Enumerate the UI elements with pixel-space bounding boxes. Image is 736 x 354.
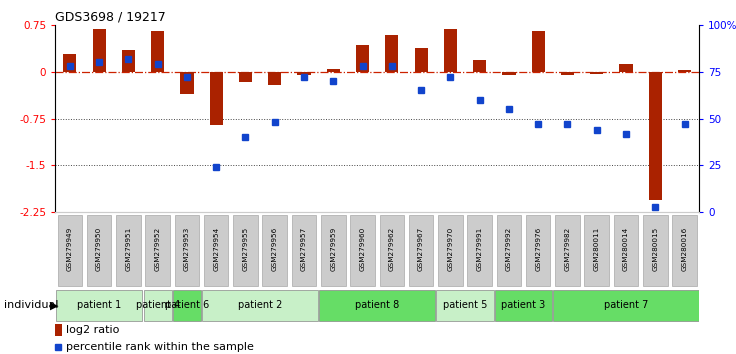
Text: GSM279960: GSM279960 [360,227,366,271]
Bar [116,215,141,286]
Bar [145,215,170,286]
Bar [614,215,638,286]
Bar [648,72,662,200]
Bar [531,31,545,72]
Bar [174,215,199,286]
Bar [444,29,457,72]
Text: individual: individual [4,300,58,310]
Bar [87,215,111,286]
Text: GSM279955: GSM279955 [242,227,249,271]
Bar [151,31,164,72]
Text: log2 ratio: log2 ratio [66,325,119,336]
Bar [291,215,316,286]
Bar [180,72,194,93]
Bar [672,215,697,286]
Bar [467,215,492,286]
Text: GSM279950: GSM279950 [96,227,102,271]
Bar [204,215,228,286]
Text: patient 2: patient 2 [238,300,283,310]
Bar [584,215,609,286]
Bar [385,35,398,72]
Bar [121,50,135,72]
Text: GDS3698 / 19217: GDS3698 / 19217 [55,11,166,24]
Bar [144,290,171,321]
Bar [436,290,494,321]
Text: GSM280014: GSM280014 [623,227,629,271]
Text: patient 5: patient 5 [443,300,487,310]
Text: GSM279956: GSM279956 [272,227,277,271]
Text: GSM279991: GSM279991 [477,227,483,271]
Bar [55,324,63,336]
Text: patient 8: patient 8 [355,300,400,310]
Text: GSM279970: GSM279970 [447,227,453,271]
Bar [239,72,252,82]
Bar [233,215,258,286]
Bar [561,72,574,75]
Bar [553,290,698,321]
Bar [350,215,375,286]
Bar [202,290,318,321]
Text: patient 7: patient 7 [604,300,648,310]
Text: GSM279967: GSM279967 [418,227,424,271]
Text: ▶: ▶ [50,300,59,310]
Bar [93,29,106,72]
Text: GSM279982: GSM279982 [565,227,570,271]
Text: GSM279949: GSM279949 [67,227,73,271]
Bar [173,290,201,321]
Text: GSM280015: GSM280015 [652,227,658,271]
Bar [555,215,580,286]
Bar [263,215,287,286]
Bar [590,72,604,74]
Bar [319,290,435,321]
Text: patient 3: patient 3 [501,300,545,310]
Text: GSM280011: GSM280011 [594,227,600,271]
Bar [526,215,551,286]
Text: patient 1: patient 1 [77,300,121,310]
Text: GSM279951: GSM279951 [125,227,132,271]
Text: GSM279954: GSM279954 [213,227,219,271]
Bar [356,45,369,72]
Bar [57,215,82,286]
Bar [495,290,552,321]
Bar [497,215,521,286]
Bar [678,70,691,72]
Bar [620,64,633,72]
Bar [643,215,668,286]
Bar [503,72,515,75]
Text: percentile rank within the sample: percentile rank within the sample [66,342,254,352]
Bar [473,61,486,72]
Text: GSM280016: GSM280016 [682,227,687,271]
Bar [380,215,404,286]
Bar [63,54,77,72]
Text: patient 6: patient 6 [165,300,209,310]
Text: GSM279953: GSM279953 [184,227,190,271]
Text: GSM279959: GSM279959 [330,227,336,271]
Bar [297,72,311,75]
Bar [56,290,143,321]
Bar [408,215,434,286]
Bar [438,215,463,286]
Text: GSM279957: GSM279957 [301,227,307,271]
Text: GSM279976: GSM279976 [535,227,541,271]
Text: GSM279962: GSM279962 [389,227,394,271]
Text: GSM279992: GSM279992 [506,227,512,271]
Bar [210,72,223,125]
Bar [414,48,428,72]
Bar [268,72,281,85]
Text: patient 4: patient 4 [135,300,180,310]
Bar [321,215,346,286]
Bar [327,69,340,72]
Text: GSM279952: GSM279952 [155,227,160,271]
